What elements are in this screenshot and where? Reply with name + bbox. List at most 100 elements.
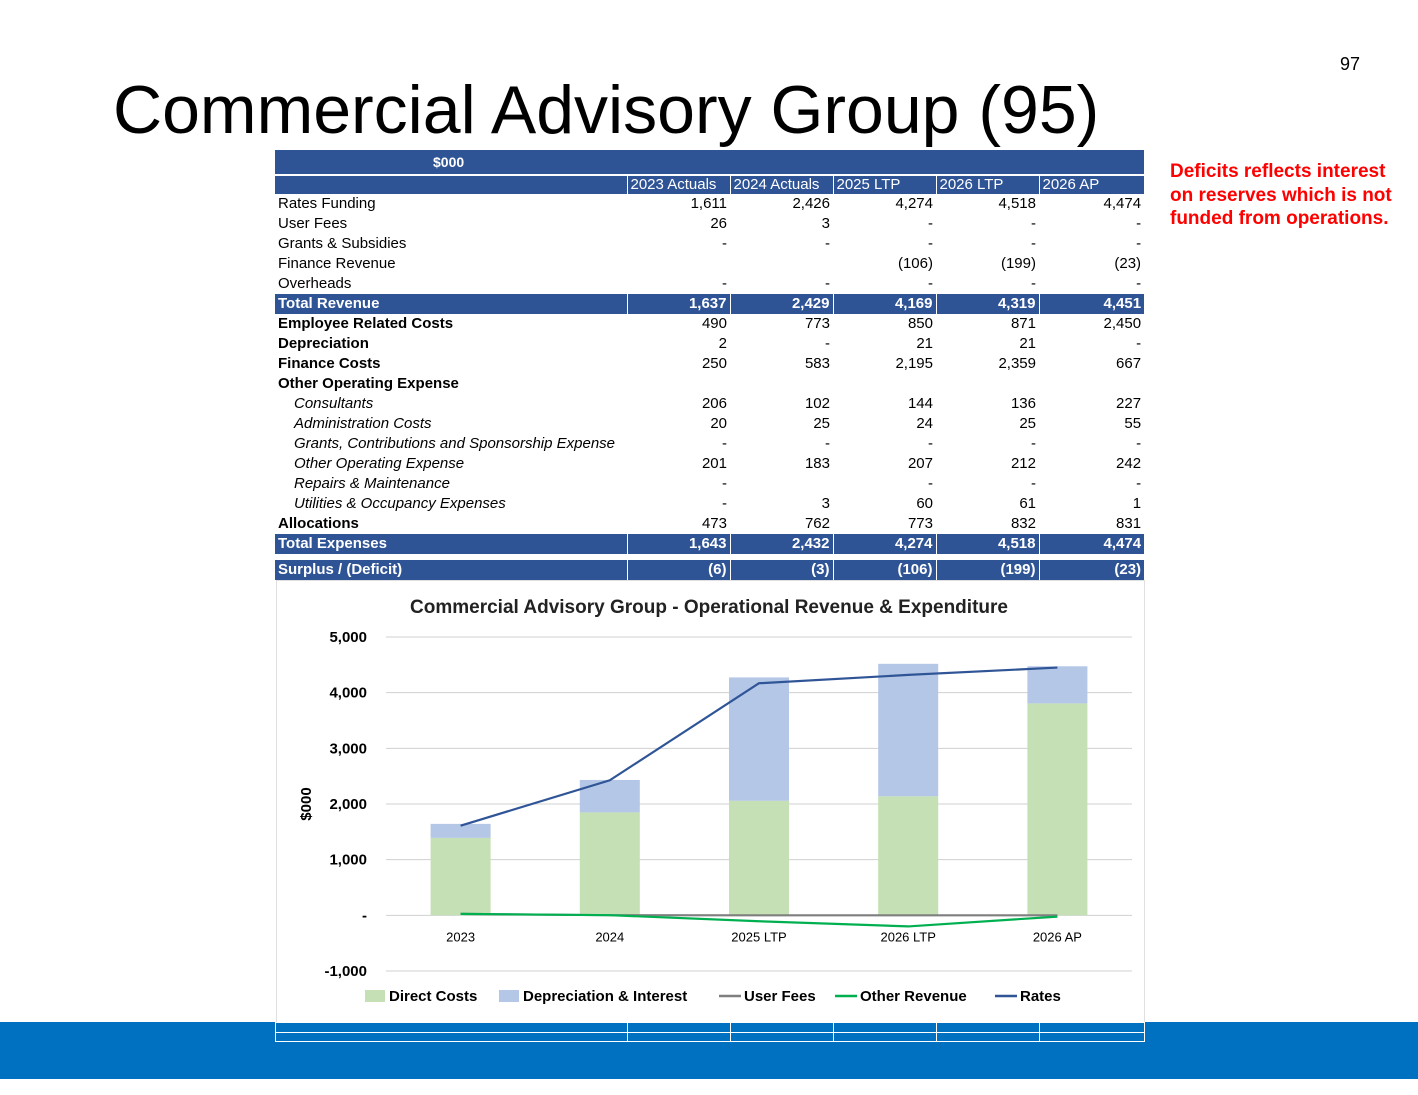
row-label: Grants, Contributions and Sponsorship Ex… xyxy=(294,435,616,452)
row-label: Finance Costs xyxy=(278,355,381,372)
cell-value: 2,359 xyxy=(998,355,1036,372)
row-label: Employee Related Costs xyxy=(278,315,454,332)
cell-value xyxy=(833,374,936,394)
column-header: 2026 LTP xyxy=(935,174,1039,194)
cell-value: 4,319 xyxy=(935,294,1039,314)
chart-svg: Commercial Advisory Group - Operational … xyxy=(298,597,1132,1005)
table-row: Grants & Subsidies - - - - - xyxy=(275,234,1144,254)
x-tick-label: 2025 LTP xyxy=(731,929,786,944)
table-row: Other Operating Expense 201 183 207 212 242 xyxy=(275,454,1144,474)
cell-value: 2,432 xyxy=(729,534,833,554)
cell-value: 4,169 xyxy=(832,294,936,314)
cell-value: 212 xyxy=(1010,455,1036,472)
cell-value: 583 xyxy=(804,355,830,372)
cell-value: 831 xyxy=(1116,515,1142,532)
bar-depreciation-interest xyxy=(729,677,789,801)
table-row: Finance Costs 250 583 2,195 2,359 667 xyxy=(275,354,1144,374)
y-tick-label: 2,000 xyxy=(329,796,367,813)
table-row: Consultants 206 102 144 136 227 xyxy=(275,394,1144,414)
cell-value: 1,611 xyxy=(690,195,727,212)
cell-value xyxy=(936,374,1039,394)
cell-value: 4,274 xyxy=(832,534,936,554)
row-label: User Fees xyxy=(278,215,348,232)
y-tick-label: 5,000 xyxy=(329,629,367,646)
cell-value: 762 xyxy=(804,515,830,532)
bar-direct-costs xyxy=(878,796,939,916)
table-row: Depreciation 2 - 21 21 - xyxy=(275,334,1144,354)
cell-value xyxy=(730,474,833,494)
page-number: 97 xyxy=(1340,54,1361,74)
row-label: Allocations xyxy=(278,515,359,532)
cell-value: - xyxy=(1136,235,1142,252)
cell-value: 2,429 xyxy=(729,294,833,314)
cell-value: - xyxy=(722,435,727,452)
cell-value: 207 xyxy=(907,455,933,472)
cell-value: - xyxy=(1031,275,1036,292)
cell-value: - xyxy=(825,235,830,252)
cell-value: 473 xyxy=(701,515,727,532)
cell-value: 1,637 xyxy=(626,294,730,314)
x-tick-label: 2026 LTP xyxy=(880,929,935,944)
cell-value: 2 xyxy=(718,335,727,352)
cell-value: 4,518 xyxy=(998,195,1036,212)
cell-value: 4,274 xyxy=(895,195,933,212)
bar-depreciation-interest xyxy=(1027,666,1088,704)
y-tick-label: -1,000 xyxy=(324,963,367,980)
cell-value: - xyxy=(722,275,727,292)
bar-direct-costs xyxy=(1027,703,1088,916)
cell-value: 242 xyxy=(1116,455,1142,472)
cell-value: - xyxy=(722,495,727,512)
row-label: Grants & Subsidies xyxy=(278,235,407,252)
cell-value: - xyxy=(1031,235,1036,252)
footer-grid-lines xyxy=(275,1022,1145,1042)
row-label: Administration Costs xyxy=(294,415,432,432)
table-row: Other Operating Expense xyxy=(275,374,1144,394)
cell-value: (23) xyxy=(1114,255,1142,272)
cell-value: 227 xyxy=(1116,395,1142,412)
cell-value: 4,451 xyxy=(1038,294,1145,314)
y-tick-label: - xyxy=(362,907,367,924)
legend-label: Depreciation & Interest xyxy=(523,988,687,1005)
cell-value: (106) xyxy=(832,560,936,580)
y-tick-label: 1,000 xyxy=(329,852,367,869)
cell-value: - xyxy=(928,475,933,492)
cell-value: 20 xyxy=(710,415,727,432)
chart: Commercial Advisory Group - Operational … xyxy=(276,580,1145,1024)
x-tick-label: 2023 xyxy=(446,929,475,944)
table-row: Overheads - - - - - xyxy=(275,274,1144,294)
table-total-row: Total Revenue 1,637 2,429 4,169 4,319 4,451 xyxy=(275,294,1145,314)
cell-value: (199) xyxy=(1000,255,1036,272)
cell-value: 773 xyxy=(804,315,830,332)
cell-value: 24 xyxy=(916,415,933,432)
cell-value: 2,426 xyxy=(792,195,830,212)
cell-value: 4,474 xyxy=(1038,534,1145,554)
row-label: Repairs & Maintenance xyxy=(294,475,450,492)
cell-value: - xyxy=(928,235,933,252)
cell-value: (106) xyxy=(897,255,933,272)
cell-value: (199) xyxy=(935,560,1039,580)
cell-value: - xyxy=(825,275,830,292)
row-label: Overheads xyxy=(278,275,352,292)
chart-title: Commercial Advisory Group - Operational … xyxy=(410,597,1008,618)
column-header: 2026 AP xyxy=(1038,174,1145,194)
row-label: Surplus / (Deficit) xyxy=(275,560,627,580)
legend-swatch xyxy=(365,990,385,1002)
deficit-note: Deficits reflects interest on reserves w… xyxy=(1170,161,1392,229)
cell-value: 3 xyxy=(821,215,830,232)
cell-value: - xyxy=(1136,335,1142,352)
cell-value: 490 xyxy=(701,315,727,332)
line-other-revenue xyxy=(460,912,1058,928)
row-label: Utilities & Occupancy Expenses xyxy=(294,495,506,512)
cell-value: - xyxy=(1031,215,1036,232)
legend-swatch xyxy=(499,990,519,1002)
financial-table: $000 2023 Actuals 2024 Actuals 2025 LTP … xyxy=(275,150,1145,580)
bar-direct-costs xyxy=(430,837,491,916)
cell-value xyxy=(730,254,833,274)
cell-value: 2,450 xyxy=(1103,315,1142,332)
cell-value: 1 xyxy=(1132,495,1142,512)
cell-value: - xyxy=(825,435,830,452)
row-label: Depreciation xyxy=(278,335,369,352)
cell-value: (3) xyxy=(729,560,833,580)
bar-depreciation-interest xyxy=(579,779,640,813)
cell-value: 850 xyxy=(907,315,933,332)
